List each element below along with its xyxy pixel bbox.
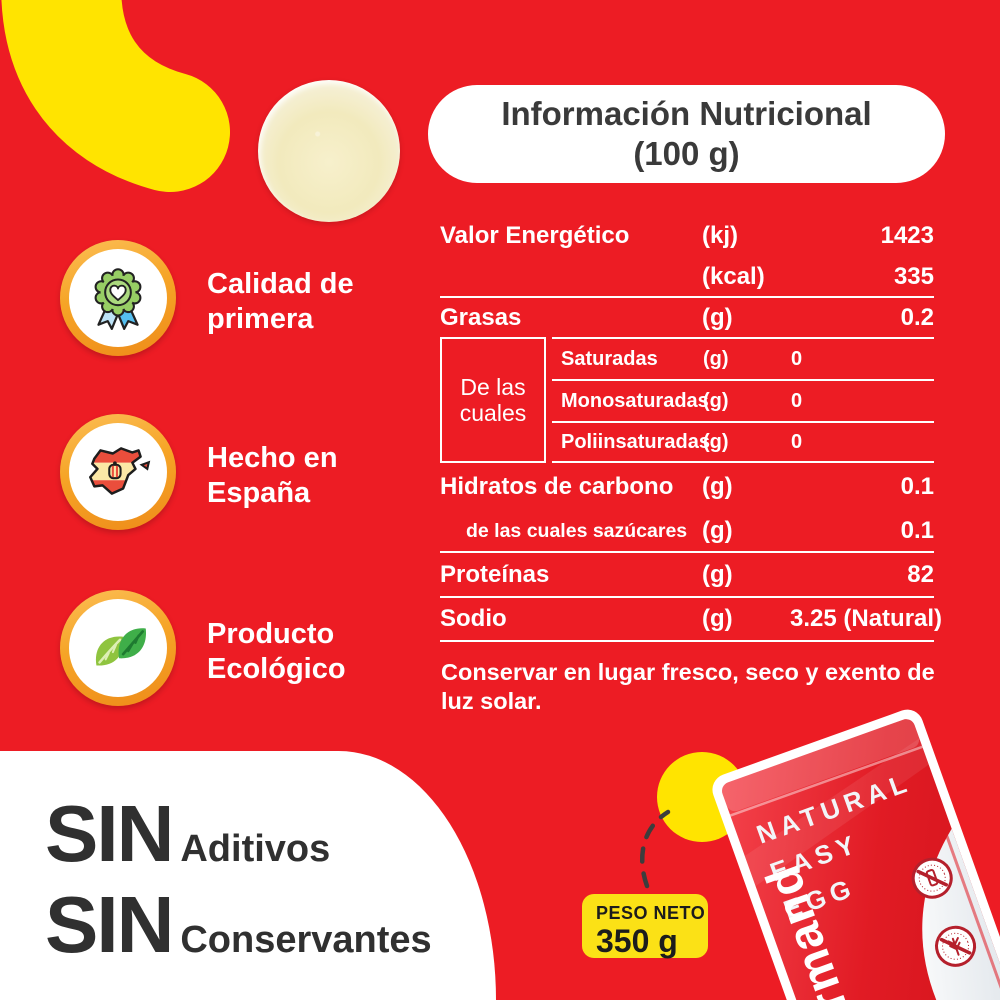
row-value: 1423 xyxy=(880,222,934,249)
row-label: Poliinsaturadas xyxy=(561,430,710,453)
row-label: Sodio xyxy=(440,605,507,632)
row-value: 335 xyxy=(893,263,934,290)
claim-no-additives: SIN Aditivos xyxy=(45,794,330,874)
row-value: 0 xyxy=(791,389,803,412)
fat-breakdown-rows: Saturadas (g) 0 Monosaturadas (g) 0 Poli… xyxy=(552,337,934,463)
no-lactose-icon xyxy=(911,857,953,899)
row-unit: (g) xyxy=(702,560,733,588)
feature-circle-spain xyxy=(60,414,176,530)
feature-label-spain: Hecho en España xyxy=(207,441,338,511)
of-which-box: De las cuales xyxy=(440,337,546,463)
row-unit: (g) xyxy=(702,605,733,632)
no-gluten-icon xyxy=(935,925,977,967)
row-value: 3.25 (Natural) xyxy=(790,605,943,632)
eco-leaves-icon xyxy=(95,628,147,666)
claim-rest-text: Conservantes xyxy=(180,919,432,961)
nutrition-table: Valor Energético (kj) 1423 (kcal) 335 Gr… xyxy=(440,214,942,642)
corner-swoosh-decoration xyxy=(1,0,230,192)
row-value: 0 xyxy=(791,347,803,370)
table-row-protein: Proteínas (g) 82 xyxy=(440,553,934,598)
spain-map-icon xyxy=(89,447,151,495)
table-row-polyunsaturated: Poliinsaturadas (g) 0 xyxy=(552,421,934,463)
claim-rest-text: Aditivos xyxy=(180,828,331,870)
feature-circle-inner xyxy=(69,249,167,347)
table-row-carbs: Hidratos de carbono (g) 0.1 xyxy=(440,463,934,511)
row-unit: (g) xyxy=(702,473,733,500)
table-row-sodium: Sodio (g) 3.25 (Natural) xyxy=(440,598,942,642)
row-unit: (kj) xyxy=(702,222,738,249)
dashed-pointer-arc xyxy=(639,809,671,889)
feature-label-line1: Hecho en xyxy=(207,442,338,474)
nutrition-title-pill: Información Nutricional (100 g) xyxy=(428,85,945,183)
net-weight-badge: PESO NETO 350 g xyxy=(582,894,708,958)
row-unit: (g) xyxy=(703,430,729,453)
row-label: Proteínas xyxy=(440,560,550,588)
nutrition-title-line2: (100 g) xyxy=(633,135,740,172)
storage-note: Conservar en lugar fresco, seco y exento… xyxy=(441,659,935,714)
row-unit: (g) xyxy=(703,389,729,412)
row-label: Grasas xyxy=(440,303,522,331)
row-label: Monosaturadas xyxy=(561,389,709,412)
table-row-energy-kcal: (kcal) 335 xyxy=(440,258,934,298)
feature-label-line1: Producto xyxy=(207,618,335,650)
row-unit: (kcal) xyxy=(702,263,765,290)
row-value: 0 xyxy=(791,430,803,453)
table-row-energy-kj: Valor Energético (kj) 1423 xyxy=(440,214,934,258)
row-value: 0.1 xyxy=(900,517,934,544)
feature-label-line1: Calidad de xyxy=(207,268,354,300)
product-pouch: NATURAL EASY EGG rmand xyxy=(712,709,1000,1000)
feature-circle-eco xyxy=(60,590,176,706)
feature-label-line2: primera xyxy=(207,303,314,335)
row-unit: (g) xyxy=(702,303,733,331)
table-row-monounsaturated: Monosaturadas (g) 0 xyxy=(552,379,934,421)
row-value: 82 xyxy=(907,560,934,588)
row-label: de las cuales sazúcares xyxy=(466,519,688,542)
egg-powder-photo xyxy=(258,80,400,222)
row-unit: (g) xyxy=(702,517,733,544)
fat-breakdown-block: De las cuales Saturadas (g) 0 Monosatura… xyxy=(440,337,934,463)
row-value: 0.1 xyxy=(900,473,934,500)
row-label: Valor Energético xyxy=(440,222,630,249)
net-weight-value: 350 g xyxy=(596,923,678,959)
nutrition-title-line1: Información Nutricional xyxy=(501,95,872,132)
feature-label-line2: Ecológico xyxy=(207,653,346,685)
feature-label-quality: Calidad de primera xyxy=(207,267,354,337)
table-row-sugars: de las cuales sazúcares (g) 0.1 xyxy=(440,511,934,553)
claim-sin-text: SIN xyxy=(45,789,174,878)
feature-circle-quality xyxy=(60,240,176,356)
row-label: Saturadas xyxy=(561,347,658,370)
feature-label-eco: Producto Ecológico xyxy=(207,617,346,687)
feature-label-line2: España xyxy=(207,477,311,509)
feature-circle-inner xyxy=(69,599,167,697)
claim-no-preservatives: SIN Conservantes xyxy=(45,885,432,965)
claims-panel: SIN Aditivos SIN Conservantes xyxy=(0,751,496,1000)
net-weight-label: PESO NETO xyxy=(596,903,706,923)
row-value: 0.2 xyxy=(900,303,934,331)
table-row-saturated: Saturadas (g) 0 xyxy=(552,337,934,379)
row-unit: (g) xyxy=(703,347,729,370)
quality-badge-icon xyxy=(94,268,142,330)
table-row-fat: Grasas (g) 0.2 xyxy=(440,298,934,337)
row-label: Hidratos de carbono xyxy=(440,473,674,500)
feature-circle-inner xyxy=(69,423,167,521)
claim-sin-text: SIN xyxy=(45,880,174,969)
